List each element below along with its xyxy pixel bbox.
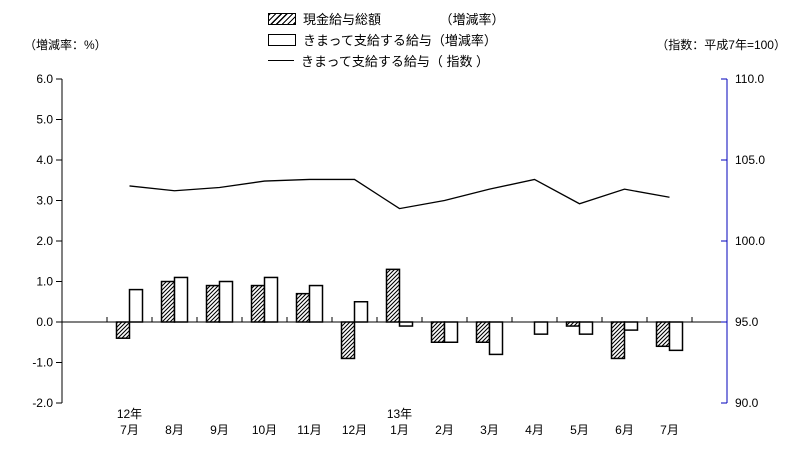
white-bar-swatch-icon (268, 33, 296, 46)
x-tick-label: 8月 (165, 423, 184, 437)
bar-contractual-pay (398, 321, 414, 327)
bar-cash-total (340, 321, 356, 360)
bar-contractual-pay (353, 301, 369, 323)
bar-cash-total (115, 321, 131, 339)
legend-label: きまって支給する給与（増減率） (303, 33, 497, 48)
line-series (129, 178, 670, 210)
bar-cash-total (250, 284, 266, 323)
legend-item-cash-total: 現金給与総額 （増減率） (268, 8, 505, 29)
bar-contractual-pay (488, 321, 504, 356)
y-left-tick-label: -1.0 (32, 356, 53, 370)
y-right-tick-label: 100.0 (735, 234, 765, 248)
bar-cash-total (205, 284, 221, 323)
legend-item-contractual-index: きまって支給する給与（ 指数 ） (268, 50, 505, 71)
legend: 現金給与総額 （増減率） きまって支給する給与（増減率） きまって支給する給与（… (268, 8, 505, 71)
bar-contractual-pay (578, 321, 594, 335)
y-right-tick-label: 95.0 (735, 315, 759, 329)
y-right-tick-label: 90.0 (735, 396, 759, 410)
right-axis-caption: （指数：平成7年=100） (656, 38, 786, 52)
x-tick-label: 9月 (210, 423, 229, 437)
y-left-tick-label: 1.0 (36, 275, 53, 289)
y-right-tick-label: 110.0 (735, 72, 764, 86)
bar-contractual-pay (263, 276, 279, 323)
y-left-tick-label: 3.0 (36, 194, 53, 208)
bar-cash-total (610, 321, 626, 360)
bar-cash-total (160, 280, 176, 323)
left-axis-caption: （増減率：%） (24, 38, 107, 52)
x-year-label: 12年 (117, 407, 142, 421)
x-tick-label: 11月 (297, 423, 321, 437)
bar-cash-total (295, 292, 311, 323)
legend-label: 現金給与総額 （増減率） (303, 12, 505, 27)
index-line (129, 178, 670, 210)
y-left-tick-label: 0.0 (36, 315, 53, 329)
bar-cash-total (385, 268, 401, 323)
x-tick-label: 2月 (435, 423, 454, 437)
bar-contractual-pay (668, 321, 684, 352)
bar-cash-total (475, 321, 491, 343)
y-left-tick-label: 5.0 (36, 113, 53, 127)
legend-item-contractual-change: きまって支給する給与（増減率） (268, 29, 505, 50)
bar-cash-total (565, 321, 581, 327)
bar-contractual-pay (128, 288, 144, 323)
legend-label: きまって支給する給与（ 指数 ） (301, 54, 490, 69)
bar-series (115, 268, 684, 360)
x-tick-label: 7月 (660, 423, 679, 437)
y-left-tick-label: 4.0 (36, 153, 53, 167)
bar-contractual-pay (218, 280, 234, 323)
axis-labels: 6.0 5.0 4.0 3.0 2.0 1.0 0.0 -1.0 -2.0 110.0 105.0 1… (32, 72, 765, 437)
x-tick-label: 10月 (252, 423, 277, 437)
x-tick-label: 5月 (570, 423, 589, 437)
hatched-bar-swatch-icon (268, 12, 296, 25)
x-year-label: 13年 (387, 407, 412, 421)
axes (56, 78, 728, 404)
y-left-tick-label: -2.0 (32, 396, 53, 410)
y-right-tick-label: 105.0 (735, 153, 765, 167)
bar-contractual-pay (533, 321, 549, 335)
line-swatch-icon (268, 60, 294, 61)
x-tick-label: 1月 (390, 423, 409, 437)
x-tick-label: 12月 (342, 423, 367, 437)
x-tick-label: 7月 (120, 423, 139, 437)
bar-contractual-pay (443, 321, 459, 343)
y-left-tick-label: 2.0 (36, 234, 53, 248)
bar-cash-total (655, 321, 671, 348)
y-left-tick-label: 6.0 (36, 72, 53, 86)
bar-cash-total (430, 321, 446, 343)
bar-contractual-pay (308, 284, 324, 323)
x-tick-label: 3月 (480, 423, 499, 437)
bar-contractual-pay (173, 276, 189, 323)
bar-contractual-pay (623, 321, 639, 331)
x-tick-label: 4月 (525, 423, 544, 437)
x-tick-label: 6月 (615, 423, 634, 437)
